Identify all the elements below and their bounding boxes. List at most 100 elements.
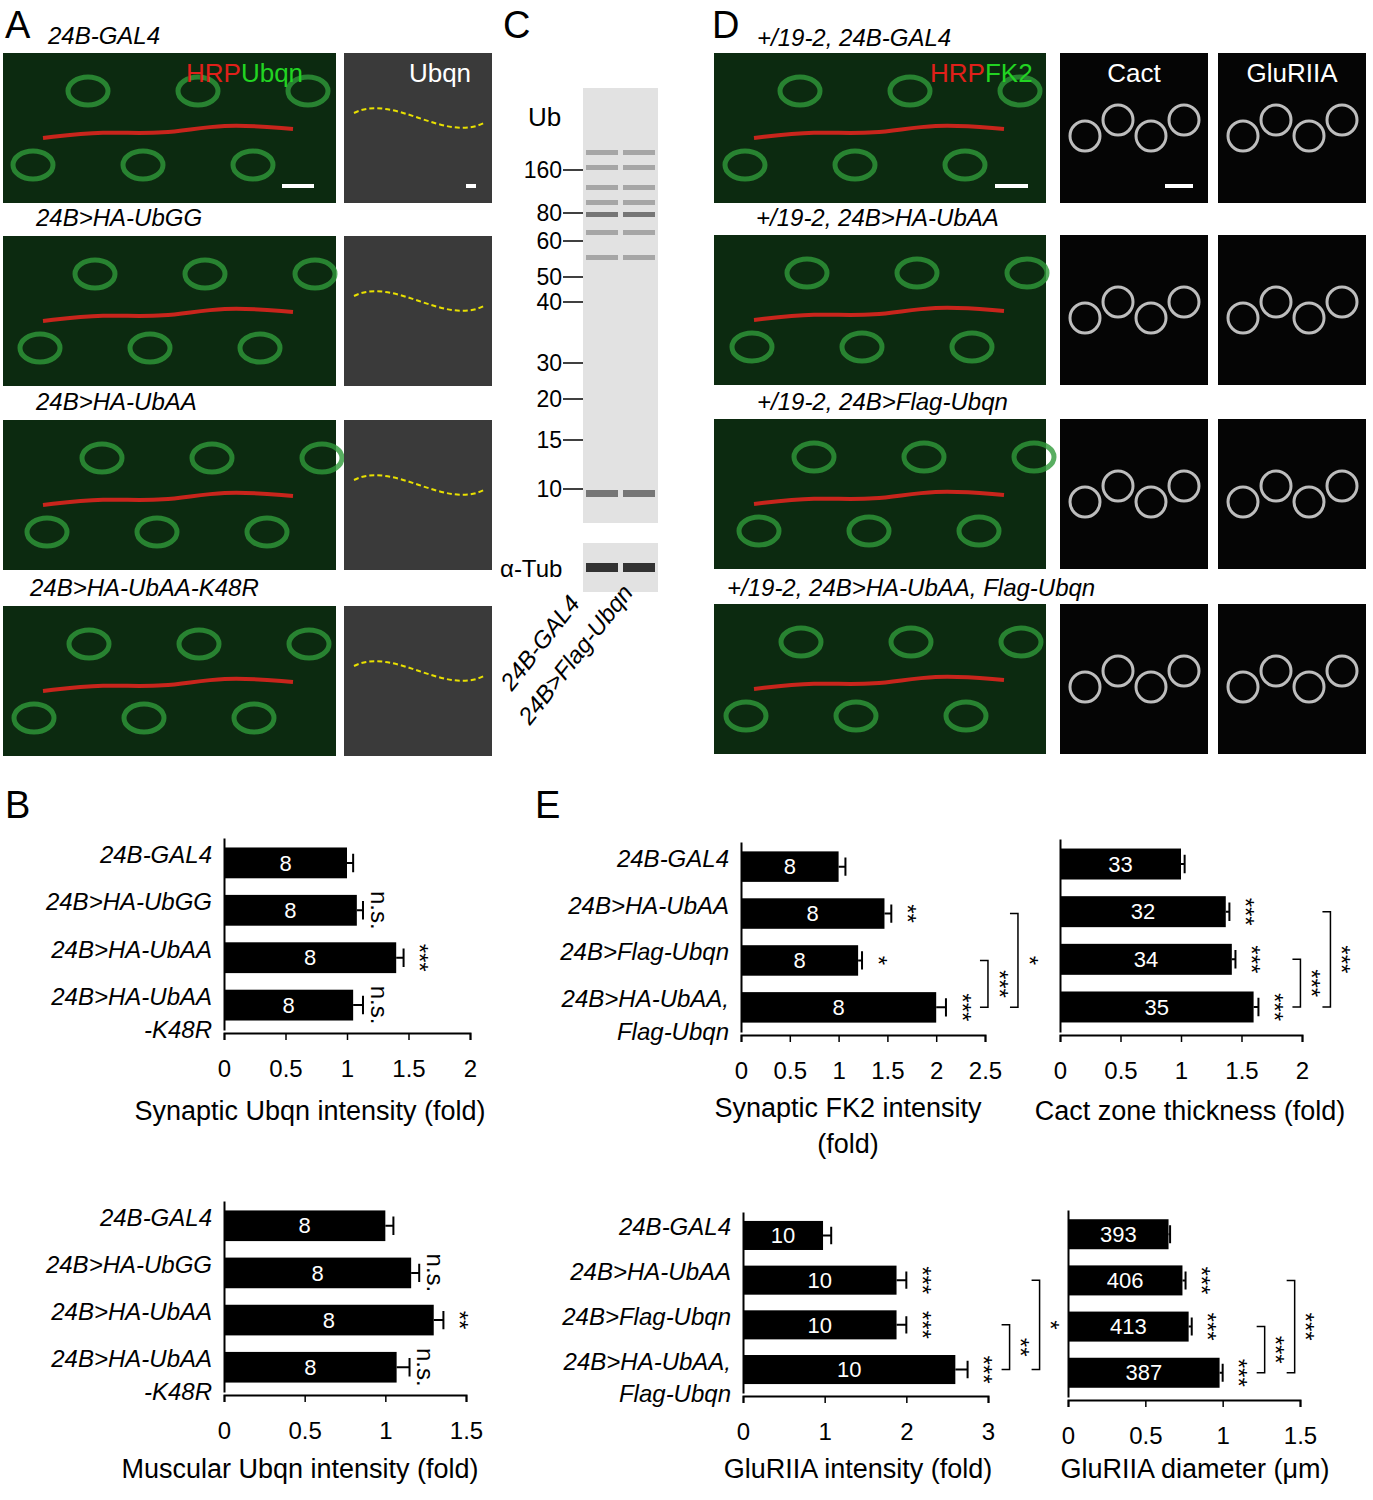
category-label: 24B-GAL4 (618, 1213, 731, 1240)
bouton (1327, 471, 1357, 501)
blot-band (586, 185, 618, 190)
bar-chart: 24B-GAL424B>HA-UbAA24B>Flag-Ubqn24B>HA-U… (561, 1213, 1064, 1485)
tick: 0 (737, 1396, 750, 1445)
axis-title: Synaptic FK2 intensity(fold) (714, 1093, 982, 1159)
tick-label: 2 (464, 1055, 477, 1082)
gray-image (344, 420, 492, 570)
genotype-label: 24B-GAL4 (47, 22, 160, 49)
marker-tick (563, 276, 583, 278)
n-label: 8 (284, 898, 296, 923)
tick-mark (741, 1035, 743, 1042)
scale-bar (1165, 184, 1193, 188)
bar (743, 1266, 897, 1295)
bar (224, 1258, 411, 1289)
tick-label: 0 (735, 1057, 748, 1084)
bar (743, 1355, 955, 1384)
n-label: 8 (323, 1308, 335, 1333)
comparison-label: ** (1007, 1338, 1034, 1357)
tick: 3 (982, 1396, 995, 1445)
blot-band (586, 200, 618, 205)
nucleus (20, 334, 60, 362)
nucleus (849, 517, 889, 545)
significance: ** (894, 904, 921, 923)
tick-mark (347, 1033, 349, 1040)
micrograph (3, 606, 336, 756)
micrograph (3, 420, 342, 570)
nucleus (739, 517, 779, 545)
bouton (1294, 121, 1324, 151)
bar-chart: 24B-GAL424B>HA-UbAA24B>Flag-Ubqn24B>HA-U… (559, 843, 1042, 1160)
bar (224, 1352, 397, 1383)
marker-tick (563, 362, 583, 364)
micrograph-bg (3, 53, 336, 203)
value-axis: 0123 (737, 1396, 995, 1445)
category-label: 24B>HA-UbAA (569, 1258, 731, 1285)
category-axis: 24B-GAL424B>HA-UbAA24B>Flag-Ubqn24B>HA-U… (561, 1213, 743, 1407)
tick-mark (285, 1033, 287, 1040)
category-axis: 24B-GAL424B>HA-UbGG24B>HA-UbAA24B>HA-UbA… (45, 839, 225, 1043)
error-bar (1181, 855, 1185, 874)
marks (1060, 849, 1258, 1023)
gray-image (1218, 604, 1366, 754)
bouton (1261, 105, 1291, 135)
bar (743, 1221, 823, 1250)
bouton (1261, 656, 1291, 686)
comparison-label: *** (1262, 1336, 1289, 1364)
nucleus (959, 517, 999, 545)
genotype-label: +/19-2, 24B>Flag-Ubqn (757, 388, 1008, 415)
category-tick: 24B>HA-UbAA-K48R (50, 983, 224, 1042)
gray-bg (344, 606, 492, 756)
significance: * (865, 956, 892, 965)
tick: 0.5 (288, 1395, 321, 1444)
error-bar (839, 857, 846, 875)
error-bar (858, 951, 862, 969)
axis-title: Muscular Ubqn intensity (fold) (121, 1454, 478, 1484)
significance: ** (446, 1311, 473, 1330)
micrograph (714, 604, 1046, 754)
significance: *** (1188, 1266, 1215, 1294)
marker-label: 10 (536, 476, 562, 502)
blot-band (623, 185, 655, 190)
nucleus (233, 151, 273, 179)
tick: 1 (379, 1395, 392, 1444)
gray-image (1060, 419, 1208, 569)
gray-image (1218, 53, 1366, 203)
panel-letter: B (5, 784, 30, 826)
gray-image (344, 53, 492, 203)
gray-bg (1218, 53, 1366, 203)
genotype-label: +/19-2, 24B>HA-UbAA (756, 204, 999, 231)
comparison-label: *** (1328, 945, 1355, 973)
tick-mark (224, 1395, 226, 1402)
gray-bg (1218, 419, 1366, 569)
tick-mark (988, 1396, 990, 1403)
value-axis: 00.511.522.5 (735, 1035, 1002, 1084)
category-label: 24B>HA-UbGG (45, 888, 212, 915)
marker-tick (563, 169, 583, 171)
nucleus (890, 77, 930, 105)
tick-label: 0.5 (269, 1055, 302, 1082)
nmj-stain (754, 492, 1004, 504)
tick: 1 (341, 1033, 354, 1082)
category-tick: 24B>Flag-Ubqn (559, 938, 741, 965)
channel-label: Ubqn (409, 58, 471, 88)
marker-tick (563, 301, 583, 303)
tick-mark (224, 1033, 226, 1040)
micrograph (3, 236, 336, 386)
tick: 1.5 (1225, 1035, 1258, 1084)
category-label: 24B>HA-UbAA-K48R (50, 983, 212, 1042)
tick-label: 2 (900, 1418, 913, 1445)
category-axis: 24B-GAL424B>HA-UbAA24B>Flag-Ubqn24B>HA-U… (559, 843, 741, 1045)
micrograph (3, 53, 336, 203)
micrograph-bg (3, 606, 336, 756)
nucleus (726, 702, 766, 730)
tick-label: 1.5 (1284, 1422, 1317, 1449)
gray-bg (1060, 235, 1208, 385)
bouton (1169, 656, 1199, 686)
nucleus (781, 628, 821, 656)
gray-image (344, 606, 492, 756)
bouton (1070, 672, 1100, 702)
nucleus (14, 704, 54, 732)
tick-mark (838, 1035, 840, 1042)
channel-name: Ubqn (241, 58, 303, 88)
bar-chart: 24B-GAL424B>HA-UbGG24B>HA-UbAA24B>HA-UbA… (45, 1202, 483, 1485)
